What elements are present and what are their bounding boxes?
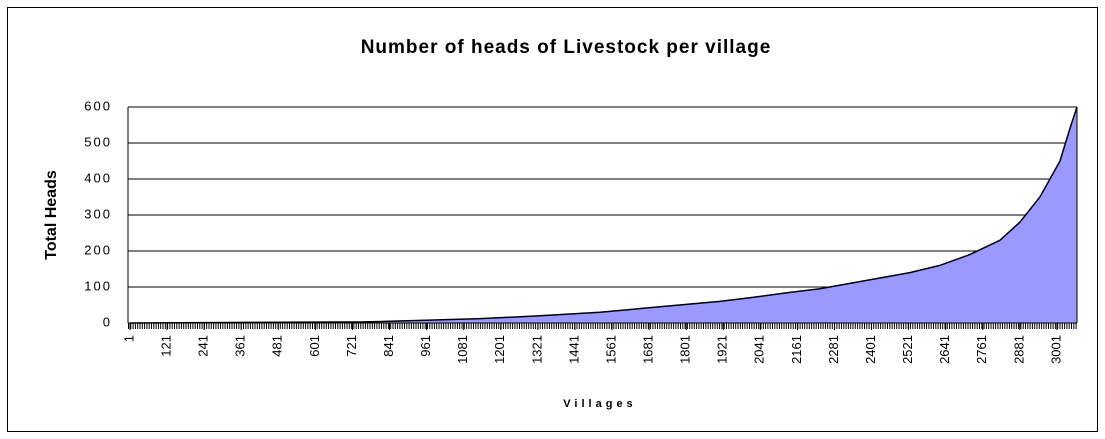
x-tick-label: 2881 xyxy=(1011,335,1026,364)
x-tick-label: 721 xyxy=(344,335,359,357)
x-tick-label: 1921 xyxy=(715,335,730,364)
x-tick-label: 1201 xyxy=(492,335,507,364)
x-tick-label: 1321 xyxy=(529,335,544,364)
x-tick-label: 481 xyxy=(270,335,285,357)
y-axis-label: Total Heads xyxy=(43,170,60,260)
chart-title: Number of heads of Livestock per village xyxy=(361,37,772,58)
x-tick-label: 241 xyxy=(196,335,211,357)
x-tick-label: 2401 xyxy=(863,335,878,364)
x-tick-label: 2641 xyxy=(937,335,952,364)
area xyxy=(130,107,1077,323)
x-tick-label: 2281 xyxy=(826,335,841,364)
x-tick-label: 1 xyxy=(121,335,136,342)
x-tick-label: 1441 xyxy=(566,335,581,364)
x-tick-label: 1081 xyxy=(455,335,470,364)
area-edge xyxy=(129,106,1078,324)
y-tick-label: 300 xyxy=(84,206,112,221)
x-tick-label: 961 xyxy=(418,335,433,357)
x-tick-label: 3001 xyxy=(1048,335,1063,364)
y-tick-label: 600 xyxy=(84,98,112,113)
x-tick-label: 601 xyxy=(307,335,322,357)
x-tick-label: 1801 xyxy=(678,335,693,364)
x-tick-label: 841 xyxy=(381,335,396,357)
x-tick-label: 121 xyxy=(159,335,174,357)
y-tick-label: 500 xyxy=(84,134,112,149)
y-tick-label: 0 xyxy=(103,314,112,329)
x-tick-label: 2761 xyxy=(974,335,989,364)
x-tick-label: 1681 xyxy=(641,335,656,364)
y-tick-label: 400 xyxy=(84,170,112,185)
y-tick-label: 100 xyxy=(84,278,112,293)
x-tick-label: 361 xyxy=(233,335,248,357)
x-axis-label: Villages xyxy=(563,398,636,410)
x-tick-label: 1561 xyxy=(603,335,618,364)
y-tick-label: 200 xyxy=(84,242,112,257)
chart-frame xyxy=(7,7,1098,432)
x-tick-label: 2521 xyxy=(900,335,915,364)
x-tick-label: 2161 xyxy=(789,335,804,364)
x-tick-label: 2041 xyxy=(752,335,767,364)
